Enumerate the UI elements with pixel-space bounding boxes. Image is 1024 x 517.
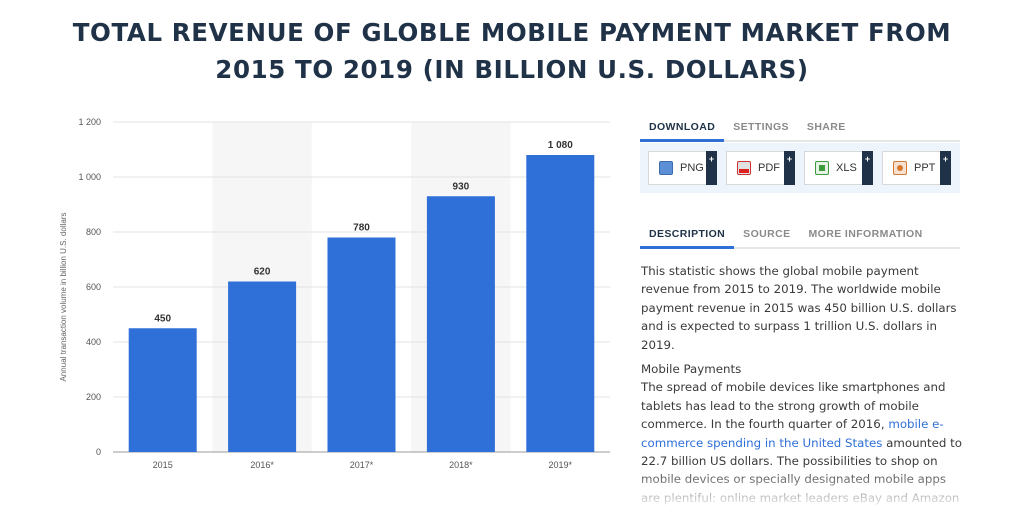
bar-chart: 0 200 400 600 800 1 000 1 200 450 2015 620 2016* 78… — [59, 117, 610, 470]
png-file-icon — [659, 161, 673, 175]
pdf-file-icon — [737, 161, 751, 175]
ppt-file-icon — [893, 161, 907, 175]
x-tick-label: 2017* — [350, 460, 374, 470]
tab-description[interactable]: DESCRIPTION — [640, 221, 735, 249]
y-tick-label: 800 — [86, 227, 101, 237]
description-heading: Mobile Payments — [641, 362, 742, 377]
description-paragraph: This statistic shows the global mobile p… — [641, 264, 957, 352]
download-tabs: DOWNLOAD SETTINGS SHARE — [640, 114, 960, 142]
data-label: 450 — [154, 313, 171, 324]
bar — [228, 281, 297, 452]
y-tick-label: 200 — [86, 392, 101, 402]
y-tick-label: 1 200 — [78, 117, 101, 127]
bar — [426, 196, 495, 452]
tab-source[interactable]: SOURCE — [743, 228, 791, 240]
x-tick-label: 2019* — [549, 460, 573, 470]
download-pdf-label: PDF — [758, 162, 780, 174]
bar — [128, 328, 197, 452]
y-tick-label: 0 — [96, 447, 101, 457]
chart-title-line-2: 2015 TO 2019 (IN BILLION U.S. DOLLARS) — [215, 55, 809, 84]
data-label: 780 — [353, 223, 370, 234]
download-ppt-label: PPT — [914, 162, 936, 174]
y-tick-label: 600 — [86, 282, 101, 292]
download-xls-label: XLS — [836, 162, 857, 174]
x-tick-label: 2016* — [250, 460, 274, 470]
bar — [327, 237, 396, 452]
tab-settings[interactable]: SETTINGS — [733, 121, 789, 133]
data-label: 1 080 — [548, 140, 573, 151]
y-tick-label: 400 — [86, 337, 101, 347]
x-tick-label: 2015 — [153, 460, 173, 470]
mobile-ecommerce-link[interactable]: mobile e-commerce spending in the United… — [641, 417, 944, 450]
description-text-before-link: The spread of mobile devices like smartp… — [641, 380, 946, 432]
xls-file-icon — [815, 161, 829, 175]
download-ppt-button[interactable]: PPT + — [882, 151, 951, 185]
plus-icon[interactable]: + — [706, 151, 717, 185]
download-pdf-button[interactable]: PDF + — [726, 151, 795, 185]
download-buttons: PNG + PDF + XLS + PPT + — [640, 143, 960, 193]
text-fade-overlay — [630, 468, 970, 508]
download-png-button[interactable]: PNG + — [648, 151, 717, 185]
bar — [526, 155, 595, 452]
y-tick-label: 1 000 — [78, 172, 101, 182]
plus-icon[interactable]: + — [940, 151, 951, 185]
chart-title-line-1: TOTAL REVENUE OF GLOBLE MOBILE PAYMENT M… — [72, 18, 952, 47]
plus-icon[interactable]: + — [862, 151, 873, 185]
download-xls-button[interactable]: XLS + — [804, 151, 873, 185]
tab-more-information[interactable]: MORE INFORMATION — [808, 228, 923, 240]
data-label: 620 — [254, 267, 271, 278]
tab-share[interactable]: SHARE — [806, 121, 846, 133]
chart-title: TOTAL REVENUE OF GLOBLE MOBILE PAYMENT M… — [0, 14, 1024, 88]
data-label: 930 — [453, 181, 470, 192]
plus-icon[interactable]: + — [784, 151, 795, 185]
x-tick-label: 2018* — [449, 460, 473, 470]
download-png-label: PNG — [680, 162, 704, 174]
y-axis-label: Annual transaction volume in billion U.S… — [59, 213, 68, 382]
tab-download[interactable]: DOWNLOAD — [640, 114, 725, 142]
info-tabs: DESCRIPTION SOURCE MORE INFORMATION — [640, 221, 960, 249]
